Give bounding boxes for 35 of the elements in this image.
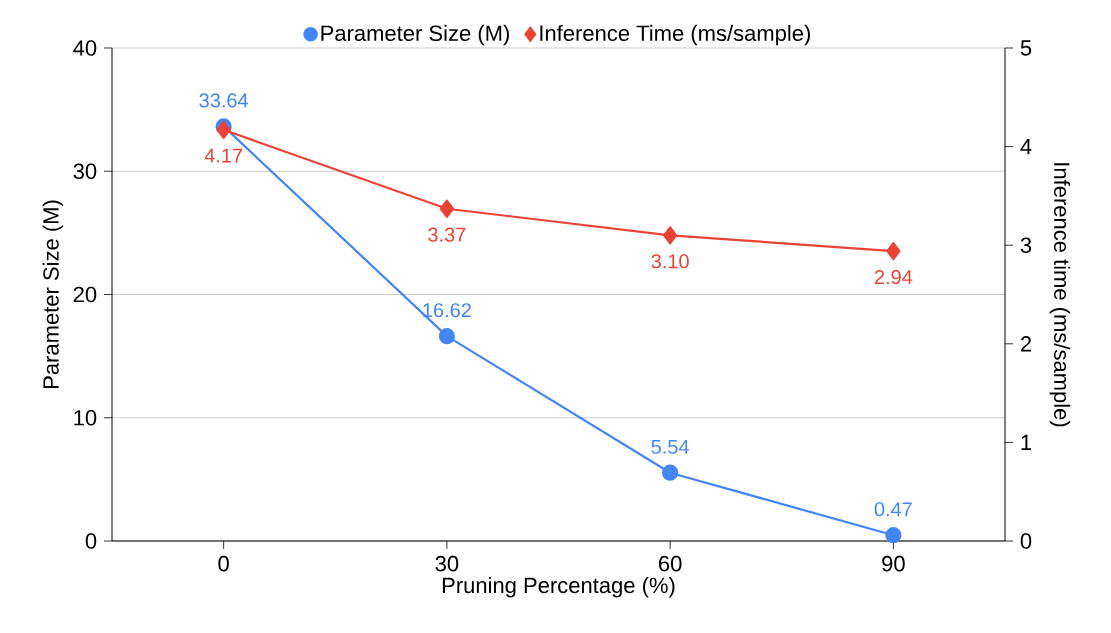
data-label: 16.62 [423,303,471,318]
y2-axis-title: Inference time (ms/sample) [1049,163,1071,427]
point [438,328,455,345]
y-tick-label: 30 [73,163,97,180]
data-label: 2.94 [874,269,913,285]
point [885,527,902,544]
data-label: 3.10 [651,254,689,269]
y2-tick-label: 1 [1021,434,1032,450]
point [662,464,679,481]
point [886,242,901,261]
y-tick-label: 0 [85,533,97,549]
y-tick-label: 10 [74,409,97,426]
y2-tick-label: 4 [1020,139,1032,155]
x-tick-label: 90 [882,555,905,572]
data-label: 33.64 [199,93,249,108]
data-label: 5.54 [651,439,689,454]
y2-tick-label: 3 [1020,237,1032,253]
legend-label: Parameter Size (M) [321,24,509,46]
data-label: 4.17 [204,148,243,163]
y-tick-label: 40 [73,40,97,56]
data-label: 3.37 [428,227,466,242]
point [439,199,454,218]
y2-tick-label: 2 [1020,336,1031,352]
y2-tick-label: 5 [1020,40,1032,56]
y-axis-title: Parameter Size (M) [42,200,64,389]
x-tick-label: 0 [218,555,229,572]
x-tick-label: 30 [435,555,459,572]
data-label: 0.47 [874,502,912,517]
y2-tick-label: 0 [1020,533,1032,549]
point [216,120,231,139]
x-tick-label: 60 [659,555,682,572]
legend-label: Inference Time (ms/sample) [540,24,810,46]
point [663,226,678,245]
y-tick-label: 20 [73,286,97,303]
x-axis-title: Pruning Percentage (%) [442,576,675,598]
